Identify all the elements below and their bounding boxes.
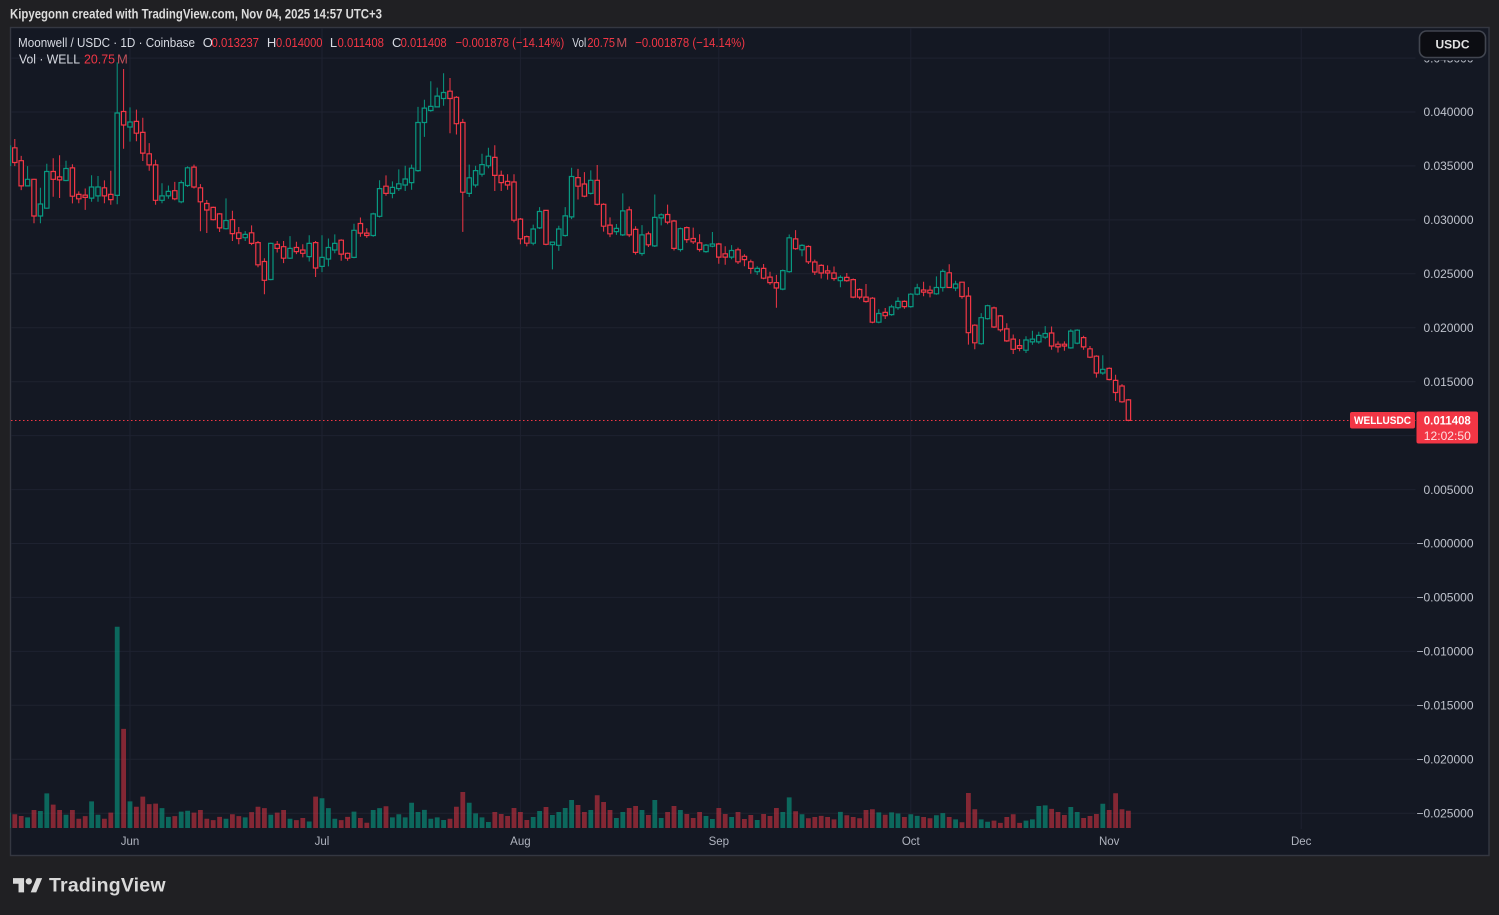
svg-text:−0.001878 (−14.14%): −0.001878 (−14.14%) — [456, 35, 565, 50]
svg-text:−0.015000: −0.015000 — [1416, 699, 1473, 713]
svg-text:0.014000: 0.014000 — [276, 35, 323, 50]
svg-text:0.015000: 0.015000 — [1423, 375, 1473, 389]
svg-text:−0.020000: −0.020000 — [1416, 753, 1473, 767]
svg-text:Jul: Jul — [315, 836, 330, 848]
svg-text:L: L — [330, 35, 337, 50]
svg-text:Vol · WELL: Vol · WELL — [19, 51, 80, 66]
svg-text:H: H — [267, 35, 276, 50]
svg-text:Jun: Jun — [121, 836, 140, 848]
svg-text:Moonwell / USDC · 1D · Coinbas: Moonwell / USDC · 1D · Coinbase — [18, 35, 195, 50]
svg-text:TradingView: TradingView — [49, 875, 166, 897]
svg-text:0.020000: 0.020000 — [1423, 321, 1473, 335]
svg-text:USDC: USDC — [1435, 37, 1469, 51]
svg-text:−0.025000: −0.025000 — [1416, 806, 1473, 820]
svg-text:0.040000: 0.040000 — [1423, 105, 1473, 119]
svg-text:Sep: Sep — [709, 836, 729, 848]
svg-text:Oct: Oct — [902, 836, 921, 848]
svg-text:−0.001878 (−14.14%): −0.001878 (−14.14%) — [635, 35, 745, 50]
svg-text:M: M — [117, 51, 128, 66]
svg-text:M: M — [616, 35, 627, 50]
svg-text:WELLUSDC: WELLUSDC — [1354, 415, 1411, 427]
svg-text:−0.005000: −0.005000 — [1416, 591, 1473, 605]
svg-text:O: O — [203, 35, 213, 50]
svg-text:0.011408: 0.011408 — [1424, 413, 1471, 427]
svg-text:0.011408: 0.011408 — [401, 35, 447, 50]
svg-text:0.005000: 0.005000 — [1423, 483, 1473, 497]
svg-text:Kipyegonn created with Trading: Kipyegonn created with TradingView.com, … — [10, 7, 382, 22]
svg-text:Aug: Aug — [510, 836, 530, 848]
svg-text:−0.000000: −0.000000 — [1416, 537, 1473, 551]
svg-text:0.035000: 0.035000 — [1423, 159, 1473, 173]
svg-text:0.011408: 0.011408 — [338, 35, 385, 50]
svg-text:Nov: Nov — [1099, 836, 1120, 848]
svg-text:12:02:50: 12:02:50 — [1424, 429, 1471, 443]
svg-text:0.030000: 0.030000 — [1423, 213, 1473, 227]
svg-text:Dec: Dec — [1291, 836, 1312, 848]
svg-text:20.75: 20.75 — [587, 35, 615, 50]
svg-text:−0.010000: −0.010000 — [1416, 645, 1473, 659]
svg-text:0.045000: 0.045000 — [1423, 51, 1473, 65]
svg-text:20.75: 20.75 — [84, 51, 115, 66]
svg-text:C: C — [392, 35, 401, 50]
svg-text:0.025000: 0.025000 — [1423, 267, 1473, 281]
svg-text:Vol: Vol — [572, 35, 586, 50]
svg-text:0.013237: 0.013237 — [212, 35, 260, 50]
